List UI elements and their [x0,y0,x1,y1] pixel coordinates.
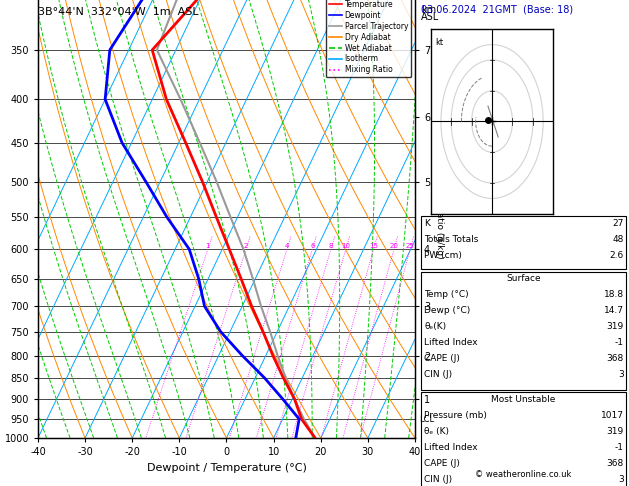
Text: 03.06.2024  21GMT  (Base: 18): 03.06.2024 21GMT (Base: 18) [421,5,574,15]
Text: Temp (°C): Temp (°C) [425,290,469,299]
Y-axis label: Mixing Ratio (g/kg): Mixing Ratio (g/kg) [435,173,444,259]
Text: Totals Totals: Totals Totals [425,235,479,244]
Text: Most Unstable: Most Unstable [491,395,556,404]
Text: km: km [421,5,437,15]
Text: 319: 319 [607,322,624,331]
Text: CIN (J): CIN (J) [425,370,452,380]
Text: 8: 8 [329,243,333,249]
Text: © weatheronline.co.uk: © weatheronline.co.uk [476,469,572,479]
Text: Dewp (°C): Dewp (°C) [425,306,470,315]
Text: 368: 368 [607,459,624,468]
Text: CAPE (J): CAPE (J) [425,354,460,364]
Text: Pressure (mb): Pressure (mb) [425,411,487,420]
Text: Lifted Index: Lifted Index [425,338,478,347]
Text: 20: 20 [389,243,398,249]
Text: CAPE (J): CAPE (J) [425,459,460,468]
Text: 319: 319 [607,427,624,436]
Text: PW (cm): PW (cm) [425,251,462,260]
Text: 27: 27 [613,219,624,228]
Text: 1: 1 [206,243,210,249]
Text: 10: 10 [342,243,350,249]
Text: -1: -1 [615,338,624,347]
Text: CIN (J): CIN (J) [425,475,452,484]
Text: 368: 368 [607,354,624,364]
Text: 3: 3 [618,475,624,484]
Text: θₑ(K): θₑ(K) [425,322,447,331]
Text: kt: kt [435,37,443,47]
Text: 3: 3 [618,370,624,380]
Text: 1017: 1017 [601,411,624,420]
Text: 3B°44'N  332°04'W  1m  ASL: 3B°44'N 332°04'W 1m ASL [38,7,198,17]
Text: 6: 6 [310,243,314,249]
X-axis label: Dewpoint / Temperature (°C): Dewpoint / Temperature (°C) [147,463,306,472]
Text: θₑ (K): θₑ (K) [425,427,450,436]
Legend: Temperature, Dewpoint, Parcel Trajectory, Dry Adiabat, Wet Adiabat, Isotherm, Mi: Temperature, Dewpoint, Parcel Trajectory… [326,0,411,77]
Text: K: K [425,219,430,228]
Text: 2: 2 [244,243,248,249]
Text: -1: -1 [615,443,624,452]
Text: 25: 25 [406,243,415,249]
Text: ASL: ASL [421,12,440,22]
Text: 4: 4 [285,243,289,249]
Text: 2.6: 2.6 [610,251,624,260]
Text: Surface: Surface [506,274,541,283]
Text: 48: 48 [613,235,624,244]
Text: 15: 15 [369,243,378,249]
Text: 18.8: 18.8 [604,290,624,299]
Text: 14.7: 14.7 [604,306,624,315]
Text: LCL: LCL [419,415,434,423]
Text: Lifted Index: Lifted Index [425,443,478,452]
